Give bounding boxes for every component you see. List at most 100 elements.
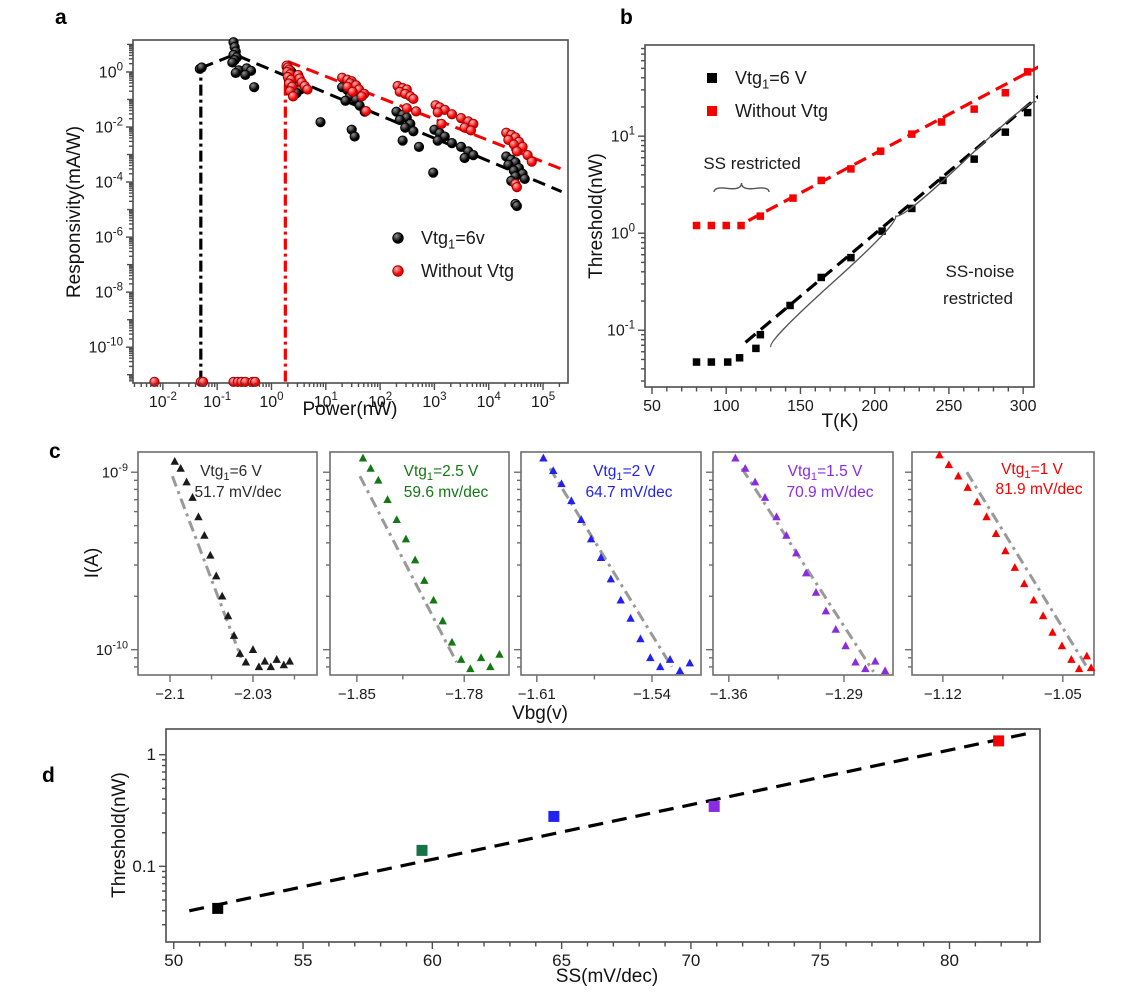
legend-b: Vtg1=6 V Without Vtg xyxy=(707,68,828,121)
series-vtg1=1.5v xyxy=(731,453,890,675)
series-vtg1=6v xyxy=(194,37,530,212)
series-without-vtg xyxy=(692,68,1032,230)
svg-text:51.7 mV/dec: 51.7 mV/dec xyxy=(194,484,281,501)
panel-b-ylabel: Threshold(nW) xyxy=(586,153,607,279)
panel-b-xlabel: T(K) xyxy=(821,411,859,432)
svg-text:81.9 mV/dec: 81.9 mV/dec xyxy=(995,481,1082,498)
svg-text:Vtg1=2 V: Vtg1=2 V xyxy=(593,463,655,483)
svg-text:Vtg1=1.5 V: Vtg1=1.5 V xyxy=(788,463,863,483)
panel-c-xlabel: Vbg(v) xyxy=(512,703,568,724)
panel-c5: −1.12 −1.05 Vtg1=1 V81.9 mV/dec xyxy=(905,450,1096,703)
svg-text:10-2: 10-2 xyxy=(149,391,177,411)
svg-text:SS-noise: SS-noise xyxy=(946,262,1015,281)
black-trend-dashed xyxy=(200,52,563,193)
svg-text:300: 300 xyxy=(1010,398,1037,415)
svg-text:−1.61: −1.61 xyxy=(518,686,556,703)
svg-text:10-2: 10-2 xyxy=(95,116,123,136)
svg-text:10-10: 10-10 xyxy=(89,336,123,356)
svg-text:−1.36: −1.36 xyxy=(710,686,748,703)
panel-a: 10-2 10-1 100 101 102 103 104 105 100 10-2 10-4 10-… xyxy=(89,37,569,411)
svg-text:−1.12: −1.12 xyxy=(924,686,962,703)
ss-restricted-brace xyxy=(713,182,770,193)
panel-b: 50 100 150 200 250 300 101 100 10-1 SS restricted… xyxy=(607,44,1038,415)
svg-text:10-9: 10-9 xyxy=(102,462,128,482)
svg-text:75: 75 xyxy=(811,951,830,970)
svg-text:55: 55 xyxy=(294,951,313,970)
series-ss=81.9 xyxy=(993,735,1005,747)
red-trend-dashed xyxy=(747,65,1038,222)
svg-text:104: 104 xyxy=(477,391,502,411)
panel-c1: −2.1 −2.03 10-9 10-10 Vtg1=6 V51.7 mV/dec xyxy=(96,451,318,703)
svg-text:10-4: 10-4 xyxy=(95,171,124,191)
svg-text:1: 1 xyxy=(147,745,156,764)
svg-text:Without Vtg: Without Vtg xyxy=(735,101,828,121)
panel-d: 50 55 60 65 70 75 80 1 0.1 xyxy=(132,728,1041,970)
panel-c4: −1.36 −1.29 Vtg1=1.5 V70.9 mV/dec xyxy=(706,451,894,703)
svg-text:−1.78: −1.78 xyxy=(445,686,483,703)
svg-text:150: 150 xyxy=(787,398,814,415)
svg-text:−1.29: −1.29 xyxy=(825,686,863,703)
series-ss=59.6 xyxy=(416,844,428,856)
svg-text:60: 60 xyxy=(423,951,442,970)
panel-c2: −1.85 −1.78 Vtg1=2.5 V59.6 mv/dec xyxy=(323,451,510,703)
panel-a-ylabel: Responsivity(mA/W) xyxy=(64,125,85,299)
svg-text:101: 101 xyxy=(611,125,635,145)
svg-text:−1.54: −1.54 xyxy=(633,686,671,703)
svg-text:100: 100 xyxy=(259,391,283,411)
svg-text:−2.03: −2.03 xyxy=(234,686,272,703)
svg-text:101: 101 xyxy=(314,391,338,411)
panel-a-xlabel: Power(nW) xyxy=(302,399,398,420)
svg-text:10-8: 10-8 xyxy=(95,281,123,301)
svg-text:105: 105 xyxy=(531,391,555,411)
series-without-vtg xyxy=(149,60,537,387)
series-vtg1=2.5v xyxy=(358,453,504,673)
ss-fit-guide xyxy=(170,475,243,659)
svg-text:−2.1: −2.1 xyxy=(155,686,185,703)
panel-b-letter: b xyxy=(620,6,633,29)
svg-text:64.7 mV/dec: 64.7 mV/dec xyxy=(585,484,672,501)
legend-a: Vtg1=6v Without Vtg xyxy=(392,228,514,281)
panel-d-letter: d xyxy=(42,764,55,787)
svg-text:100: 100 xyxy=(99,61,123,81)
svg-text:restricted: restricted xyxy=(943,289,1013,308)
svg-text:103: 103 xyxy=(422,391,446,411)
series-vtg1=6-v xyxy=(692,108,1032,366)
svg-text:SS restricted: SS restricted xyxy=(703,154,800,173)
ss-fit-guide xyxy=(548,467,673,668)
panel-c-ylabel: I(A) xyxy=(82,547,103,579)
svg-text:100: 100 xyxy=(713,398,740,415)
ss-fit-guide xyxy=(358,475,458,663)
svg-text:−1.05: −1.05 xyxy=(1044,686,1082,703)
svg-text:10-1: 10-1 xyxy=(607,320,635,340)
svg-text:Vtg1=1 V: Vtg1=1 V xyxy=(1001,461,1063,481)
ss-fit-guide xyxy=(740,467,875,673)
series-ss=51.7 xyxy=(212,902,224,914)
panel-d-xlabel: SS(mV/dec) xyxy=(555,966,659,987)
svg-text:250: 250 xyxy=(936,398,963,415)
svg-text:70: 70 xyxy=(681,951,700,970)
svg-text:102: 102 xyxy=(368,391,392,411)
series-ss=70.9 xyxy=(708,800,720,812)
series-vtg1=1v xyxy=(935,450,1096,673)
ss-fit-guide xyxy=(965,471,1089,668)
panel-c-letter: c xyxy=(49,440,61,463)
svg-text:59.6 mv/dec: 59.6 mv/dec xyxy=(404,484,489,501)
svg-text:0.1: 0.1 xyxy=(132,857,156,876)
svg-text:200: 200 xyxy=(861,398,888,415)
svg-text:Vtg1=6v: Vtg1=6v xyxy=(421,228,485,252)
svg-text:Vtg1=2.5 V: Vtg1=2.5 V xyxy=(404,463,479,483)
svg-text:80: 80 xyxy=(940,951,959,970)
svg-text:−1.85: −1.85 xyxy=(338,686,376,703)
svg-text:Vtg1=6 V: Vtg1=6 V xyxy=(200,463,262,483)
panel-a-letter: a xyxy=(55,6,67,29)
svg-text:50: 50 xyxy=(164,951,183,970)
trend-dashed xyxy=(188,730,1033,913)
svg-text:65: 65 xyxy=(552,951,571,970)
svg-text:10-6: 10-6 xyxy=(95,226,123,246)
series-vtg1=2v xyxy=(539,453,695,675)
ss-noise-restricted-brace xyxy=(770,101,1037,348)
panel-d-ylabel: Threshold(nW) xyxy=(109,772,130,898)
svg-text:Vtg1=6 V: Vtg1=6 V xyxy=(735,68,807,92)
